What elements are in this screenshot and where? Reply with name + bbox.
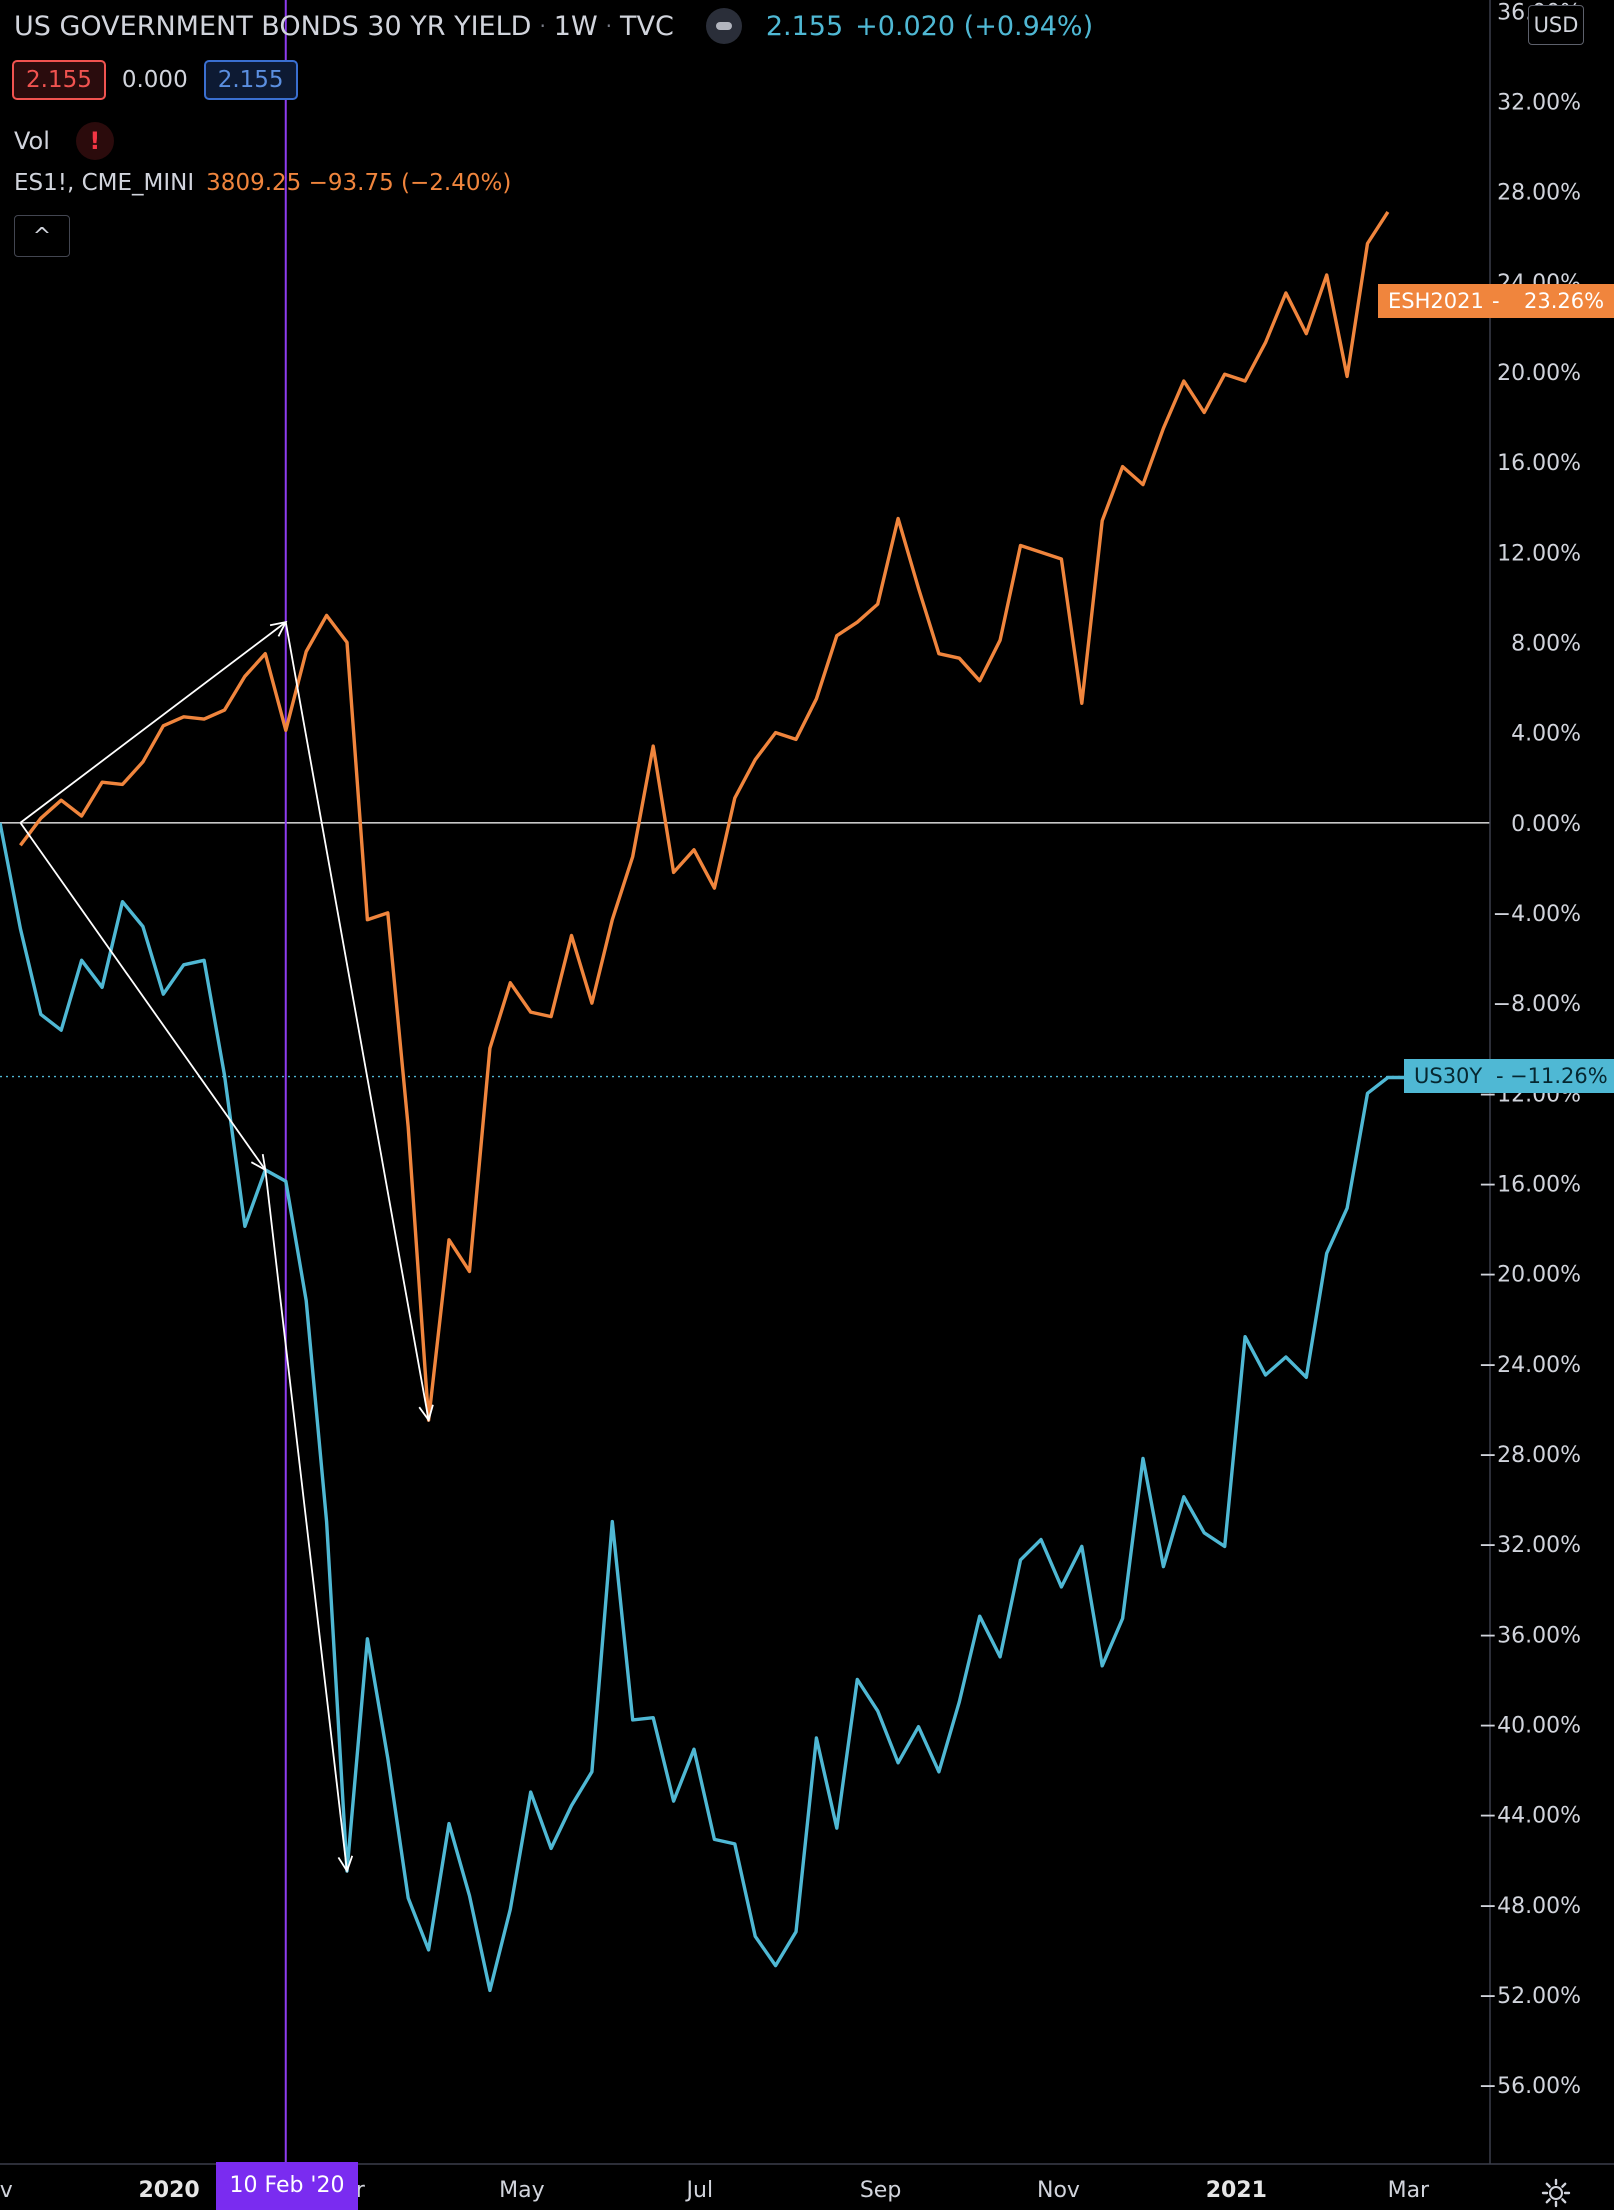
toggle-icon[interactable] xyxy=(705,8,742,44)
compare-symbol-values: 3809.25 −93.75 (−2.40%) xyxy=(206,170,512,196)
y-tick-label: −16.00% xyxy=(1479,1172,1581,1197)
x-tick-label: May xyxy=(499,2178,545,2203)
trend-arrow-line xyxy=(19,822,267,1171)
symbol-title[interactable]: US GOVERNMENT BONDS 30 YR YIELD xyxy=(14,10,532,42)
price-change: +0.020 (+0.94%) xyxy=(855,10,1094,42)
y-tick-label: −36.00% xyxy=(1479,1623,1581,1648)
warning-icon[interactable]: ! xyxy=(75,122,114,160)
compare-symbol-legend[interactable]: ES1!, CME_MINI 3809.25 −93.75 (−2.40%) xyxy=(14,170,511,196)
us30y-price-label: US30Y - −11.26% xyxy=(1404,1059,1614,1093)
es-value-dash: - xyxy=(1492,289,1500,313)
x-tick-label: Mar xyxy=(1387,2178,1430,2203)
y-tick-label: 8.00% xyxy=(1511,631,1581,656)
y-tick-label: −4.00% xyxy=(1493,902,1581,927)
source-label: TVC xyxy=(620,10,674,42)
arrow-head-icon xyxy=(418,1404,434,1423)
es-symbol: ESH2021 xyxy=(1388,289,1484,313)
y-tick-label: 4.00% xyxy=(1511,722,1581,747)
x-tick-label: Jul xyxy=(686,2178,714,2203)
trend-arrow-line xyxy=(19,621,287,824)
separator-dot: · xyxy=(539,14,546,38)
crosshair-date-label: 10 Feb '20 xyxy=(216,2162,358,2210)
compare-symbol-label: ES1!, CME_MINI xyxy=(14,170,195,196)
us30y-symbol: US30Y xyxy=(1414,1064,1483,1088)
sell-button[interactable]: 2.155 xyxy=(12,60,106,100)
x-tick-label: Nov xyxy=(1036,2178,1080,2203)
chart-header: US GOVERNMENT BONDS 30 YR YIELD · 1W · T… xyxy=(14,6,1093,46)
y-tick-label: −28.00% xyxy=(1479,1443,1581,1468)
y-tick-label: −52.00% xyxy=(1479,1984,1581,2009)
volume-indicator[interactable]: Vol ! xyxy=(14,122,114,160)
y-tick-label: −20.00% xyxy=(1479,1263,1581,1288)
y-tick-label: −32.00% xyxy=(1479,1533,1581,1558)
y-tick-label: 20.00% xyxy=(1497,361,1581,386)
zero-line xyxy=(0,821,1490,1078)
y-tick-label: 28.00% xyxy=(1497,181,1581,206)
series-lines xyxy=(0,210,1409,1993)
buy-button[interactable]: 2.155 xyxy=(203,60,298,100)
last-price: 2.155 xyxy=(765,10,844,42)
trend-arrows xyxy=(19,620,434,1874)
y-tick-label: 16.00% xyxy=(1497,451,1581,476)
es-value: 23.26% xyxy=(1524,289,1605,313)
y-tick-label: 0.00% xyxy=(1511,812,1581,837)
us30y-value: −11.26% xyxy=(1510,1064,1608,1088)
interval-label[interactable]: 1W xyxy=(553,10,598,42)
y-tick-label: 12.00% xyxy=(1497,541,1581,566)
x-tick-label: Sep xyxy=(859,2178,902,2203)
x-tick-label: 2021 xyxy=(1205,2178,1267,2203)
us30y-series-line xyxy=(0,822,1409,1993)
es-series-line xyxy=(19,210,1390,1422)
quote-row: 2.155 0.000 2.155 xyxy=(12,60,298,100)
y-tick-label: −40.00% xyxy=(1479,1713,1581,1738)
trend-arrow-line xyxy=(284,621,430,1421)
y-tick-label: −24.00% xyxy=(1479,1353,1581,1378)
y-tick-label: −44.00% xyxy=(1479,1804,1581,1829)
arrow-head-icon xyxy=(337,1855,354,1874)
chevron-up-icon: ^ xyxy=(32,223,52,249)
vol-label: Vol xyxy=(14,127,50,155)
y-tick-label: −56.00% xyxy=(1479,2074,1581,2099)
currency-button[interactable]: USD xyxy=(1528,5,1584,45)
y-tick-label: −8.00% xyxy=(1493,992,1581,1017)
collapse-legend-button[interactable]: ^ xyxy=(14,215,70,257)
separator-dot: · xyxy=(605,14,613,38)
x-tick-label: Nov xyxy=(0,2178,13,2203)
x-tick-label: 2020 xyxy=(138,2178,200,2203)
trend-arrow-line xyxy=(264,1169,348,1872)
spread-value: 0.000 xyxy=(121,67,188,93)
gear-icon[interactable] xyxy=(1541,2178,1571,2208)
es-price-label: ESH2021 - 23.26% xyxy=(1378,284,1614,318)
y-tick-label: −48.00% xyxy=(1479,1894,1581,1919)
us30y-value-dash: - xyxy=(1496,1064,1504,1088)
price-axis-bg xyxy=(1490,0,1614,2210)
y-tick-label: 32.00% xyxy=(1497,90,1581,115)
